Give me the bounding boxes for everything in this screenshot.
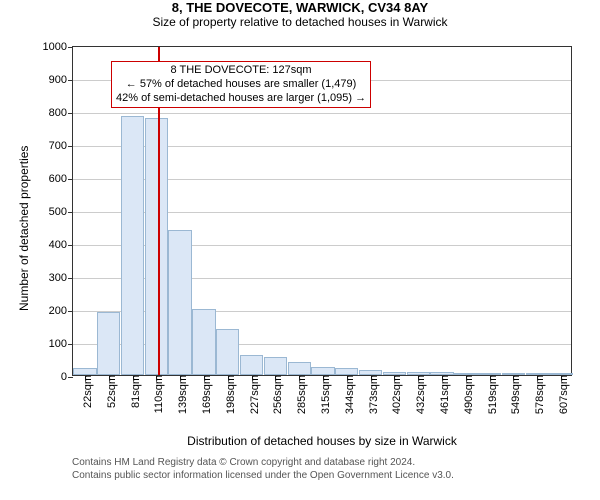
histogram-bar: [288, 362, 311, 375]
x-tick-label: 22sqm: [76, 375, 94, 408]
x-tick-label: 549sqm: [504, 375, 522, 414]
x-tick-label: 227sqm: [243, 375, 261, 414]
histogram-bar: [145, 118, 168, 375]
y-tick-label: 200: [49, 305, 73, 317]
y-tick-label: 700: [49, 140, 73, 152]
x-tick-label: 578sqm: [528, 375, 546, 414]
y-tick-label: 500: [49, 206, 73, 218]
y-tick-label: 0: [61, 371, 73, 383]
y-axis-title: Number of detached properties: [17, 146, 31, 311]
histogram-chart: 0100200300400500600700800900100022sqm52s…: [72, 46, 572, 376]
y-tick-label: 900: [49, 74, 73, 86]
x-tick-label: 81sqm: [124, 375, 142, 408]
x-tick-label: 402sqm: [385, 375, 403, 414]
x-tick-label: 139sqm: [171, 375, 189, 414]
x-tick-label: 198sqm: [219, 375, 237, 414]
footer-line: Contains HM Land Registry data © Crown c…: [72, 456, 454, 469]
histogram-bar: [97, 312, 120, 375]
x-tick-label: 432sqm: [409, 375, 427, 414]
x-tick-label: 607sqm: [552, 375, 570, 414]
histogram-bar: [335, 368, 358, 375]
x-tick-label: 315sqm: [314, 375, 332, 414]
histogram-bar: [311, 367, 334, 375]
x-tick-label: 110sqm: [147, 375, 165, 413]
page-subtitle: Size of property relative to detached ho…: [0, 15, 600, 29]
callout-line: 42% of semi-detached houses are larger (…: [116, 92, 366, 106]
x-tick-label: 373sqm: [362, 375, 380, 414]
histogram-bar: [168, 230, 191, 375]
histogram-bar: [121, 116, 144, 375]
page-title: 8, THE DOVECOTE, WARWICK, CV34 8AY: [0, 0, 600, 15]
x-tick-label: 285sqm: [290, 375, 308, 414]
y-tick-label: 400: [49, 239, 73, 251]
y-tick-label: 1000: [43, 41, 73, 53]
y-tick-label: 300: [49, 272, 73, 284]
grid-line: [73, 113, 571, 114]
x-tick-label: 519sqm: [481, 375, 499, 414]
x-tick-label: 490sqm: [457, 375, 475, 414]
y-tick-label: 100: [49, 338, 73, 350]
footer-line: Contains public sector information licen…: [72, 469, 454, 482]
x-tick-label: 169sqm: [195, 375, 213, 414]
reference-callout: 8 THE DOVECOTE: 127sqm← 57% of detached …: [111, 61, 371, 108]
histogram-bar: [216, 329, 239, 375]
callout-line: 8 THE DOVECOTE: 127sqm: [116, 64, 366, 78]
histogram-bar: [73, 368, 96, 375]
histogram-bar: [240, 355, 263, 375]
histogram-bar: [264, 357, 287, 375]
x-tick-label: 52sqm: [100, 375, 118, 408]
y-tick-label: 600: [49, 173, 73, 185]
callout-line: ← 57% of detached houses are smaller (1,…: [116, 78, 366, 92]
y-tick-label: 800: [49, 107, 73, 119]
attribution-footer: Contains HM Land Registry data © Crown c…: [72, 456, 454, 482]
histogram-bar: [192, 309, 215, 375]
x-tick-label: 344sqm: [338, 375, 356, 414]
x-axis-title: Distribution of detached houses by size …: [72, 434, 572, 448]
x-tick-label: 256sqm: [266, 375, 284, 414]
x-tick-label: 461sqm: [433, 375, 451, 414]
